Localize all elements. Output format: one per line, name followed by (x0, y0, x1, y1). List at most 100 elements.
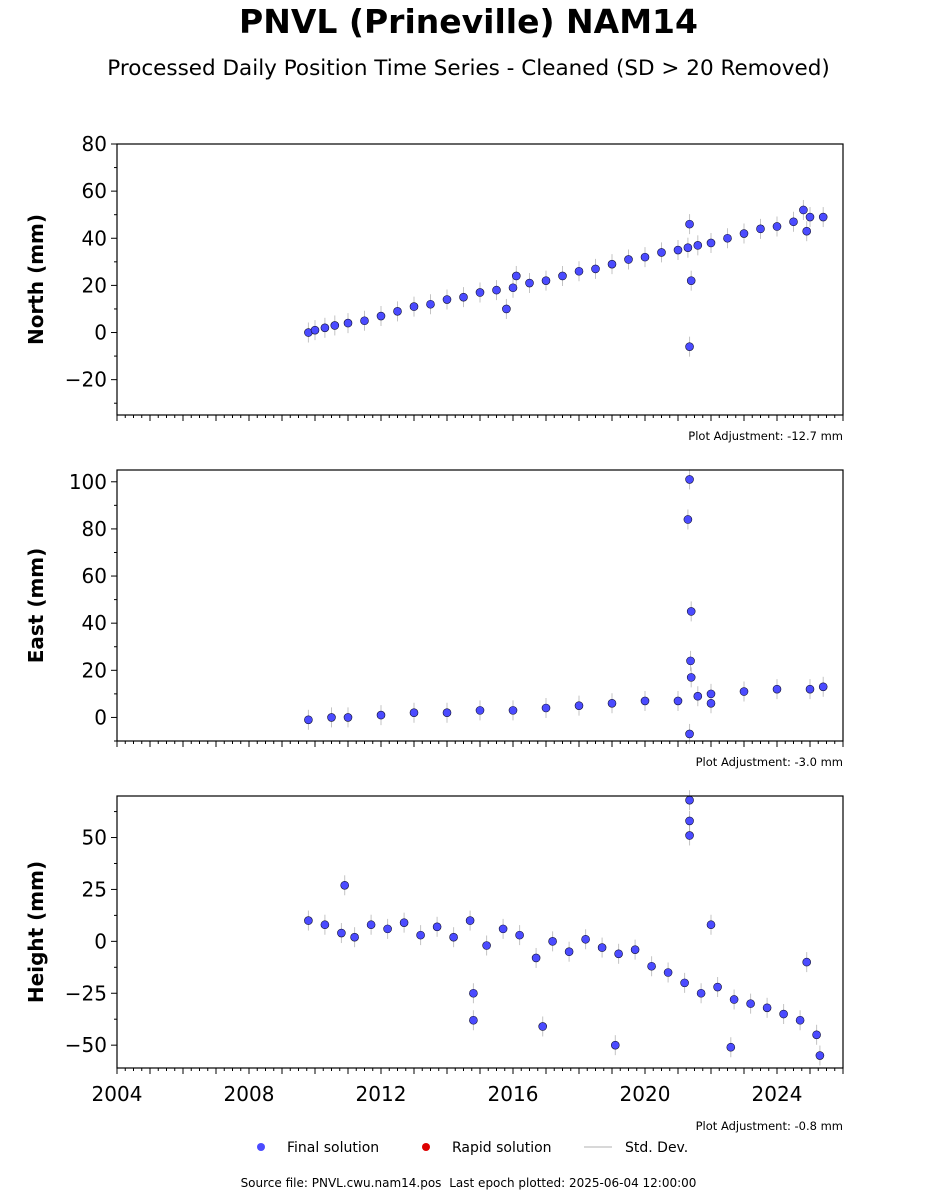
data-point (564, 947, 574, 957)
x-tick-label: 2012 (356, 1082, 407, 1106)
data-point (802, 957, 812, 967)
data-point (683, 243, 693, 252)
data-point (706, 238, 716, 248)
y-tick-label: −20 (65, 368, 107, 392)
data-point (320, 920, 330, 930)
data-point (581, 934, 590, 944)
chart-subtitle: Processed Daily Position Time Series - C… (107, 56, 830, 81)
data-point (304, 916, 313, 925)
data-point (805, 212, 815, 222)
y-axis-label: Height (mm) (24, 861, 48, 1003)
data-point (343, 713, 353, 722)
data-point (482, 941, 491, 950)
data-point (696, 988, 706, 998)
data-point (449, 932, 458, 942)
panel-north: −20 0 20 40 60 80 North (mm) Plot Adjustment: -… (24, 132, 844, 443)
data-point (508, 283, 518, 293)
x-tick-label: 2020 (620, 1082, 671, 1106)
data-point (432, 922, 442, 932)
x-tick-label: 2008 (224, 1082, 275, 1106)
data-point (680, 978, 689, 988)
data-point (330, 321, 340, 330)
data-point (729, 995, 739, 1004)
data-point (442, 295, 452, 304)
data-point (818, 682, 828, 692)
data-point (548, 937, 557, 946)
data-point (591, 264, 600, 274)
y-tick-label: 80 (82, 517, 107, 541)
data-point (399, 918, 409, 927)
data-point (541, 703, 551, 713)
y-tick-label: 0 (94, 929, 107, 953)
y-axis-label: North (mm) (24, 214, 48, 345)
legend-marker (422, 1143, 430, 1151)
data-point (538, 1022, 548, 1031)
data-point (597, 943, 607, 952)
legend-label: Std. Dev. (625, 1140, 688, 1156)
data-point (310, 325, 320, 335)
data-point (739, 229, 749, 238)
plot-frame (116, 795, 844, 1069)
data-point (409, 302, 419, 311)
data-point (789, 217, 798, 227)
data-point (541, 276, 551, 285)
data-point (686, 276, 696, 285)
y-axis-label: East (mm) (24, 548, 48, 664)
chart-title: PNVL (Prineville) NAM14 (239, 2, 698, 41)
data-point (337, 928, 346, 938)
data-point (492, 285, 501, 295)
data-point (706, 689, 716, 699)
data-point (686, 607, 696, 616)
panel-height: −50 −25 0 25 50 Height (mm) Plot Adjustment: -… (24, 790, 844, 1133)
data-point (795, 1015, 805, 1025)
data-point (343, 318, 353, 328)
data-point (686, 673, 696, 682)
x-tick-label: 2016 (488, 1082, 539, 1106)
data-point (383, 924, 392, 934)
plot-frame (116, 143, 844, 416)
data-point (515, 930, 524, 940)
data-point (779, 1009, 788, 1019)
y-tick-label: 25 (82, 877, 107, 901)
data-point (624, 255, 633, 264)
data-point (693, 241, 703, 250)
data-point (640, 252, 650, 262)
y-tick-label: 60 (82, 564, 107, 588)
data-point (657, 248, 666, 257)
x-tick-label: 2024 (752, 1082, 803, 1106)
data-point (799, 205, 808, 215)
y-tick-label: 0 (94, 705, 107, 729)
y-tick-label: 40 (82, 226, 107, 250)
data-point (376, 710, 386, 720)
y-tick-label: −25 (65, 981, 107, 1005)
data-point (686, 656, 695, 666)
data-point (706, 698, 716, 708)
data-point (746, 999, 755, 1008)
plot-adjustment-label: Plot Adjustment: -12.7 mm (688, 429, 843, 443)
data-point (713, 982, 722, 992)
legend-marker (257, 1143, 265, 1151)
data-point (574, 701, 584, 710)
data-point (685, 729, 694, 739)
data-point (802, 226, 812, 236)
y-tick-label: 20 (82, 658, 107, 682)
data-point (815, 1051, 825, 1060)
y-tick-label: 50 (82, 826, 107, 850)
data-point (685, 342, 694, 351)
data-point (320, 323, 330, 333)
data-point (739, 687, 749, 696)
data-point (693, 691, 703, 701)
y-tick-label: 80 (82, 132, 107, 156)
data-point (327, 713, 336, 722)
data-point (416, 930, 425, 940)
data-point (607, 698, 617, 708)
data-point (812, 1030, 821, 1040)
data-point (475, 706, 485, 715)
data-point (350, 932, 359, 942)
data-point (685, 475, 694, 484)
data-point (340, 880, 350, 890)
data-point (630, 945, 640, 954)
y-tick-label: 0 (94, 321, 107, 345)
data-point (558, 271, 567, 281)
data-point (465, 916, 475, 925)
